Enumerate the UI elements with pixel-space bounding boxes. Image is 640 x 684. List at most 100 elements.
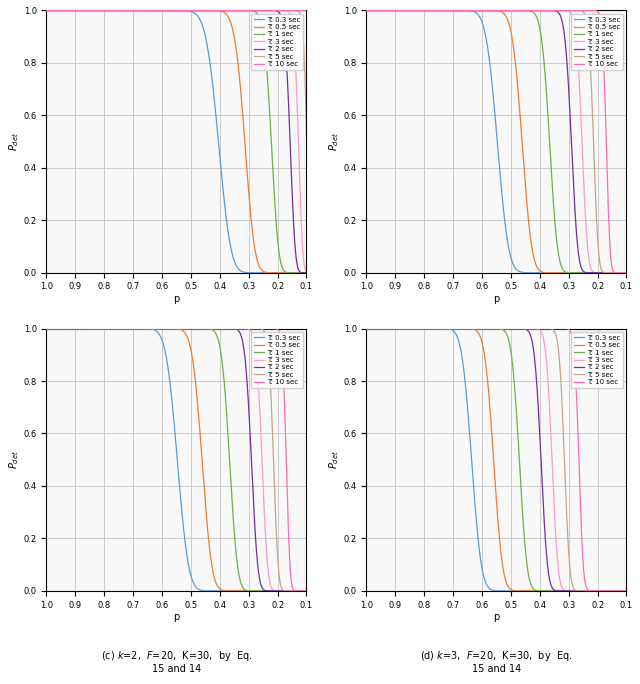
T: 0.3 sec: (0.549, 0.52): 0.3 sec: (0.549, 0.52) [493, 132, 500, 140]
T: 2 sec: (1, 1): 2 sec: (1, 1) [363, 6, 371, 14]
T: 0.5 sec: (0.219, 0): 0.5 sec: (0.219, 0) [588, 269, 596, 277]
Line: T: 3 sec: T: 3 sec [47, 328, 321, 591]
T: 0.3 sec: (0.486, 1.3e-10): 0.3 sec: (0.486, 1.3e-10) [511, 587, 519, 595]
T: 5 sec: (0.221, 0.704): 5 sec: (0.221, 0.704) [588, 84, 595, 92]
T: 5 sec: (1, 1): 5 sec: (1, 1) [363, 324, 371, 332]
T: 0.5 sec: (1, 1): 0.5 sec: (1, 1) [43, 324, 51, 332]
T: 0.3 sec: (0.543, 0.446): 0.3 sec: (0.543, 0.446) [175, 470, 182, 478]
T: 5 sec: (1, 1): 5 sec: (1, 1) [43, 324, 51, 332]
T: 0.3 sec: (0.433, 0): 0.3 sec: (0.433, 0) [527, 587, 534, 595]
T: 5 sec: (0.05, 0): 5 sec: (0.05, 0) [317, 587, 324, 595]
T: 0.3 sec: (0.543, 0.446): 0.3 sec: (0.543, 0.446) [495, 152, 502, 160]
T: 5 sec: (0.549, 1): 5 sec: (0.549, 1) [173, 324, 180, 332]
T: 2 sec: (0.0709, 0): 2 sec: (0.0709, 0) [311, 587, 319, 595]
Y-axis label: $P_{det}$: $P_{det}$ [327, 450, 340, 469]
T: 3 sec: (1, 1): 3 sec: (1, 1) [43, 324, 51, 332]
T: 5 sec: (0.221, 0.704): 5 sec: (0.221, 0.704) [268, 402, 275, 410]
T: 1 sec: (0.219, 0): 1 sec: (0.219, 0) [588, 587, 596, 595]
T: 0.3 sec: (0.549, 0.52): 0.3 sec: (0.549, 0.52) [173, 450, 180, 458]
T: 0.5 sec: (0.486, 0.000659): 0.5 sec: (0.486, 0.000659) [511, 587, 519, 595]
T: 0.5 sec: (1, 1): 0.5 sec: (1, 1) [43, 6, 51, 14]
T: 2 sec: (0.486, 1): 2 sec: (0.486, 1) [511, 324, 519, 332]
Line: T: 2 sec: T: 2 sec [367, 10, 640, 273]
T: 0.5 sec: (0.486, 0.814): 0.5 sec: (0.486, 0.814) [511, 55, 519, 64]
T: 10 sec: (0.05, 8.89e-05): 10 sec: (0.05, 8.89e-05) [317, 269, 324, 277]
T: 10 sec: (0.435, 1): 10 sec: (0.435, 1) [526, 6, 534, 14]
T: 2 sec: (0.219, 0): 2 sec: (0.219, 0) [588, 587, 596, 595]
T: 0.3 sec: (0.0709, 0): 0.3 sec: (0.0709, 0) [311, 587, 319, 595]
T: 0.3 sec: (0.45, 0): 0.3 sec: (0.45, 0) [522, 587, 529, 595]
T: 0.5 sec: (0.219, 0): 0.5 sec: (0.219, 0) [268, 587, 276, 595]
T: 10 sec: (0.543, 1): 10 sec: (0.543, 1) [495, 6, 502, 14]
T: 2 sec: (0.05, 0): 2 sec: (0.05, 0) [637, 269, 640, 277]
T: 0.5 sec: (0.0709, 0): 0.5 sec: (0.0709, 0) [311, 269, 319, 277]
T: 0.5 sec: (0.29, 0): 0.5 sec: (0.29, 0) [248, 587, 255, 595]
Line: T: 1 sec: T: 1 sec [47, 10, 321, 273]
T: 0.5 sec: (1, 1): 0.5 sec: (1, 1) [363, 6, 371, 14]
T: 0.5 sec: (0.435, 1): 0.5 sec: (0.435, 1) [206, 6, 214, 14]
T: 10 sec: (0.105, 0): 10 sec: (0.105, 0) [621, 269, 629, 277]
Text: (a) $k$=2,  $F$=20,  K=30,  by  Eq.
15 and 13: (a) $k$=2, $F$=20, K=30, by Eq. 15 and 1… [100, 330, 253, 356]
T: 2 sec: (0.0767, 0): 2 sec: (0.0767, 0) [309, 269, 317, 277]
T: 5 sec: (0.543, 1): 5 sec: (0.543, 1) [175, 6, 182, 14]
T: 2 sec: (0.435, 1): 2 sec: (0.435, 1) [206, 6, 214, 14]
T: 1 sec: (0.549, 1): 1 sec: (0.549, 1) [493, 324, 500, 332]
T: 5 sec: (0.486, 1): 5 sec: (0.486, 1) [511, 324, 519, 332]
T: 10 sec: (0.543, 1): 10 sec: (0.543, 1) [175, 6, 182, 14]
T: 10 sec: (0.543, 1): 10 sec: (0.543, 1) [175, 324, 182, 332]
T: 2 sec: (0.543, 1): 2 sec: (0.543, 1) [495, 6, 502, 14]
T: 0.5 sec: (0.05, 0): 0.5 sec: (0.05, 0) [317, 269, 324, 277]
T: 0.3 sec: (0.0709, 0): 0.3 sec: (0.0709, 0) [311, 269, 319, 277]
Line: T: 0.3 sec: T: 0.3 sec [47, 10, 321, 273]
T: 3 sec: (0.549, 1): 3 sec: (0.549, 1) [173, 324, 180, 332]
T: 3 sec: (0.05, 0): 3 sec: (0.05, 0) [637, 269, 640, 277]
T: 10 sec: (0.0709, 0): 10 sec: (0.0709, 0) [631, 269, 639, 277]
T: 0.5 sec: (0.543, 1): 0.5 sec: (0.543, 1) [175, 6, 182, 14]
T: 1 sec: (0.05, 0): 1 sec: (0.05, 0) [317, 587, 324, 595]
Line: T: 10 sec: T: 10 sec [47, 10, 321, 273]
T: 3 sec: (0.0728, 4.84e-11): 3 sec: (0.0728, 4.84e-11) [310, 269, 318, 277]
T: 5 sec: (0.435, 1): 5 sec: (0.435, 1) [526, 324, 534, 332]
Line: T: 3 sec: T: 3 sec [47, 10, 321, 273]
T: 3 sec: (0.221, 0.0116): 3 sec: (0.221, 0.0116) [588, 265, 595, 274]
T: 2 sec: (0.221, 1): 2 sec: (0.221, 1) [268, 6, 275, 14]
T: 10 sec: (1, 1): 10 sec: (1, 1) [43, 6, 51, 14]
Y-axis label: $P_{det}$: $P_{det}$ [327, 132, 340, 151]
T: 2 sec: (0.549, 1): 2 sec: (0.549, 1) [173, 324, 180, 332]
T: 0.5 sec: (0.549, 0.999): 0.5 sec: (0.549, 0.999) [493, 7, 500, 15]
T: 5 sec: (0.435, 1): 5 sec: (0.435, 1) [526, 6, 534, 14]
T: 1 sec: (0.543, 1): 1 sec: (0.543, 1) [175, 324, 182, 332]
T: 0.5 sec: (0.05, 0): 0.5 sec: (0.05, 0) [317, 587, 324, 595]
T: 1 sec: (1, 1): 1 sec: (1, 1) [43, 324, 51, 332]
T: 0.3 sec: (0.486, 0.989): 0.3 sec: (0.486, 0.989) [191, 10, 199, 18]
T: 0.3 sec: (0.435, 3.17e-05): 0.3 sec: (0.435, 3.17e-05) [206, 587, 214, 595]
T: 0.3 sec: (1, 1): 0.3 sec: (1, 1) [363, 6, 371, 14]
T: 2 sec: (0.543, 1): 2 sec: (0.543, 1) [495, 324, 502, 332]
T: 5 sec: (0.549, 1): 5 sec: (0.549, 1) [493, 6, 500, 14]
T: 0.3 sec: (1, 1): 0.3 sec: (1, 1) [363, 324, 371, 332]
T: 0.5 sec: (0.0709, 0): 0.5 sec: (0.0709, 0) [311, 587, 319, 595]
T: 5 sec: (1, 1): 5 sec: (1, 1) [363, 6, 371, 14]
T: 5 sec: (0.05, 0): 5 sec: (0.05, 0) [637, 587, 640, 595]
T: 10 sec: (0.185, 0): 10 sec: (0.185, 0) [598, 587, 605, 595]
T: 10 sec: (0.435, 1): 10 sec: (0.435, 1) [206, 324, 214, 332]
T: 3 sec: (1, 1): 3 sec: (1, 1) [363, 6, 371, 14]
Line: T: 5 sec: T: 5 sec [367, 328, 640, 591]
T: 3 sec: (0.435, 1): 3 sec: (0.435, 1) [206, 324, 214, 332]
T: 2 sec: (0.486, 1): 2 sec: (0.486, 1) [511, 6, 519, 14]
T: 0.3 sec: (0.05, 0): 0.3 sec: (0.05, 0) [317, 587, 324, 595]
X-axis label: p: p [173, 294, 180, 304]
Line: T: 2 sec: T: 2 sec [47, 10, 321, 273]
T: 2 sec: (0.278, 0): 2 sec: (0.278, 0) [571, 587, 579, 595]
T: 2 sec: (0.486, 1): 2 sec: (0.486, 1) [191, 324, 199, 332]
T: 0.5 sec: (0.543, 0.998): 0.5 sec: (0.543, 0.998) [175, 325, 182, 333]
T: 1 sec: (0.05, 0): 1 sec: (0.05, 0) [317, 269, 324, 277]
T: 10 sec: (0.221, 1): 10 sec: (0.221, 1) [588, 6, 595, 14]
T: 0.5 sec: (0.0709, 0): 0.5 sec: (0.0709, 0) [631, 269, 639, 277]
X-axis label: p: p [493, 294, 500, 304]
T: 10 sec: (0.435, 1): 10 sec: (0.435, 1) [206, 6, 214, 14]
T: 1 sec: (1, 1): 1 sec: (1, 1) [43, 6, 51, 14]
T: 3 sec: (0.435, 1): 3 sec: (0.435, 1) [526, 324, 534, 332]
T: 0.3 sec: (0.435, 0.804): 0.3 sec: (0.435, 0.804) [206, 57, 214, 66]
T: 10 sec: (0.549, 1): 10 sec: (0.549, 1) [493, 6, 500, 14]
